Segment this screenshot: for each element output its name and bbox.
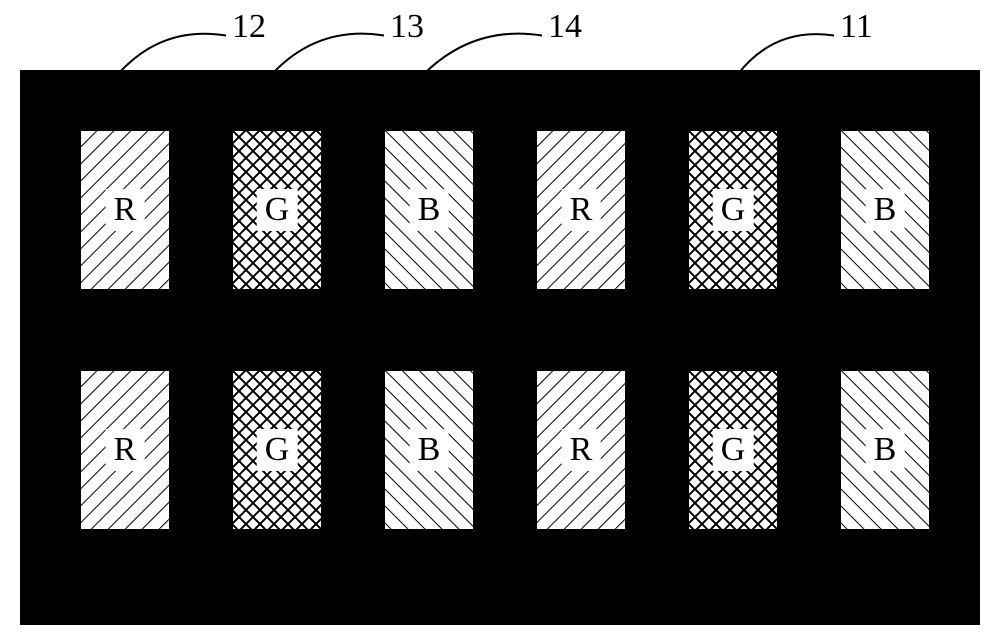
callout-label-c11: 11 <box>840 10 873 44</box>
callout-label-c12: 12 <box>232 10 266 44</box>
callout-leader-c12 <box>120 34 226 72</box>
callout-leaders <box>0 0 1000 637</box>
callout-leader-c14 <box>426 34 542 72</box>
callout-leader-c11 <box>738 34 834 74</box>
callout-leader-c13 <box>274 34 384 72</box>
callout-label-c14: 14 <box>548 10 582 44</box>
diagram-stage: RGBRGBRGBRGB 12131411 <box>0 0 1000 637</box>
callout-label-c13: 13 <box>390 10 424 44</box>
